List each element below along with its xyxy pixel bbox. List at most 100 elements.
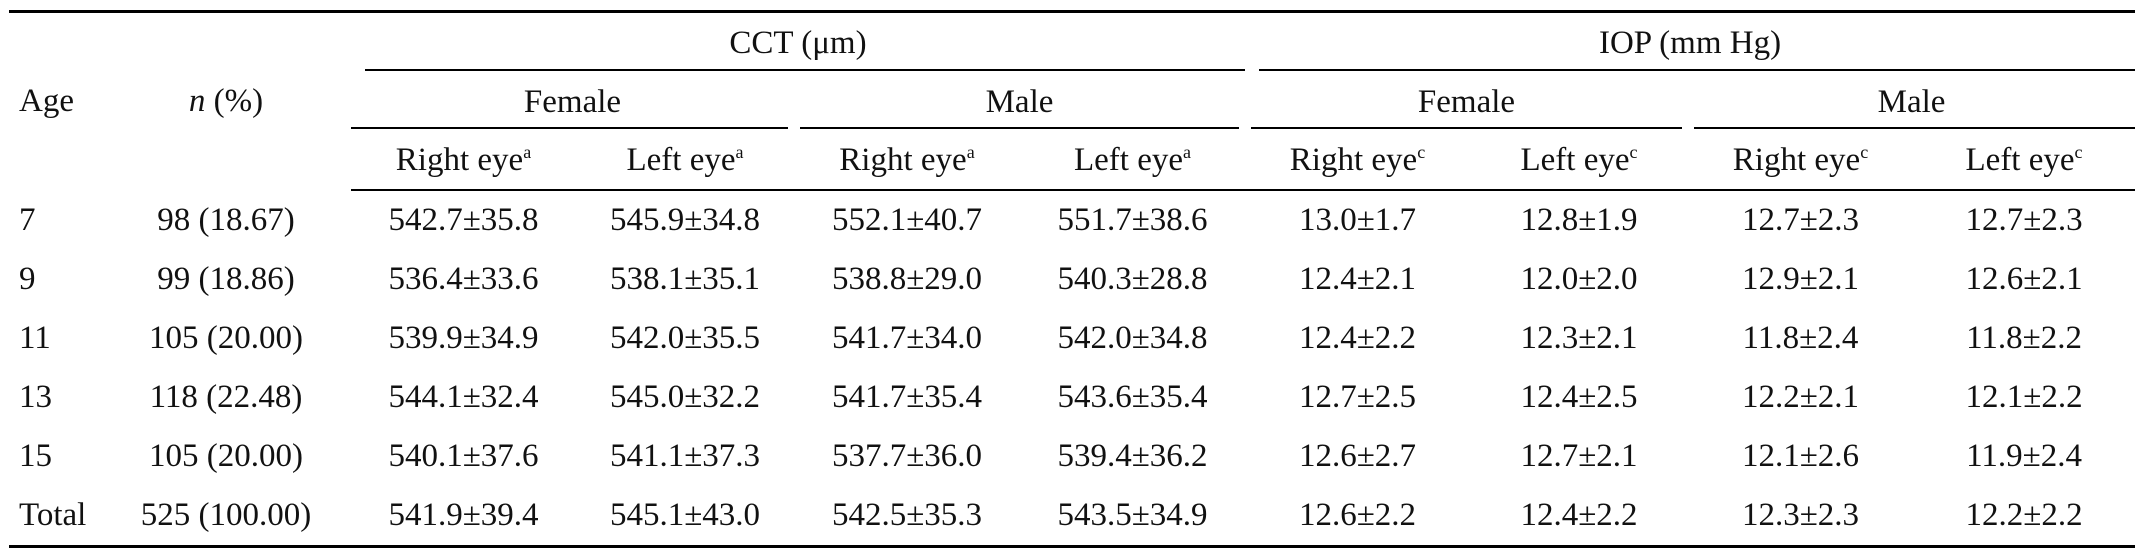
cct-female-right-cell: 542.7±35.8 — [388, 202, 539, 238]
iop-female-left-cell: 12.7±2.1 — [1520, 438, 1638, 474]
table-row-total: Total 525 (100.00) 541.9±39.4 545.1±43.0… — [9, 486, 2136, 548]
iop-female-left-cell: 12.3±2.1 — [1520, 320, 1638, 356]
cct-male-left-cell: 540.3±28.8 — [1057, 261, 1208, 297]
table-row: 7 98 (18.67) 542.7±35.8 545.9±34.8 552.1… — [9, 190, 2135, 250]
right-eye-label: Right eye — [1289, 141, 1418, 178]
header-row-groups: Age n (%) CCT (μm) IOP (mm Hg) — [9, 10, 2136, 190]
iop-male-left-cell: 11.8±2.2 — [1966, 320, 2082, 356]
table-header: Age n (%) CCT (μm) IOP (mm Hg) Female Ma… — [9, 10, 2136, 191]
header-row-sex: Female Male Female Male — [9, 73, 2136, 131]
female-label: Female — [1417, 83, 1516, 120]
iop-male-left-cell: 12.2±2.2 — [1913, 486, 2136, 548]
iop-male-left-cell: 12.7±2.3 — [1965, 202, 2083, 238]
cct-female-left-cell: 545.0±32.2 — [609, 379, 761, 415]
cct-female-left-cell: 545.9±34.8 — [609, 202, 761, 238]
footnote-c: c — [1417, 141, 1426, 162]
footnote-a: a — [523, 141, 532, 162]
age-header: Age — [9, 10, 101, 190]
iop-female-underline — [1251, 127, 1682, 129]
cct-female-left-cell: 542.0±35.5 — [609, 320, 761, 356]
age-cell: 15 — [19, 438, 52, 474]
left-eye-label: Left eye — [1073, 141, 1183, 178]
cct-group-header: CCT (μm) — [351, 10, 1245, 73]
header-row-eye: Right eyea Left eyea Right eyea Left eye… — [9, 131, 2136, 191]
iop-female-header: Female — [1245, 73, 1688, 131]
cct-male-left-cell: 543.5±34.9 — [1020, 486, 1245, 548]
left-eye-label: Left eye — [626, 141, 736, 178]
cct-label: CCT (μm) — [729, 24, 867, 61]
table-row: 11 105 (20.00) 539.9±34.9 542.0±35.5 541… — [9, 309, 2135, 368]
iop-male-header: Male — [1688, 73, 2136, 131]
table-row: 15 105 (20.00) 540.1±37.6 541.1±37.3 537… — [9, 427, 2135, 486]
cct-male-left-cell: 551.7±38.6 — [1057, 202, 1208, 238]
footnote-a: a — [1183, 141, 1191, 162]
cct-male-left-cell: 543.6±35.4 — [1057, 379, 1208, 415]
cct-male-right-cell: 552.1±40.7 — [831, 202, 983, 238]
cct-female-right-cell: 544.1±32.4 — [388, 379, 539, 415]
iop-female-left-eye-header: Left eyec — [1470, 131, 1688, 191]
cct-female-right-cell: 536.4±33.6 — [388, 261, 539, 297]
n-cell: 105 (20.00) — [149, 320, 303, 356]
n-cell: 118 (22.48) — [149, 379, 303, 415]
iop-female-left-cell: 12.4±2.2 — [1470, 486, 1688, 548]
cct-female-underline — [351, 127, 788, 129]
cct-female-left-eye-header: Left eyea — [576, 131, 794, 191]
iop-male-right-cell: 12.7±2.3 — [1741, 202, 1860, 238]
iop-male-left-cell: 12.1±2.2 — [1965, 379, 2083, 415]
cct-male-right-cell: 537.7±36.0 — [831, 438, 983, 474]
iop-female-left-cell: 12.8±1.9 — [1520, 202, 1638, 238]
iop-female-left-cell: 12.4±2.5 — [1520, 379, 1638, 415]
cct-male-right-cell: 538.8±29.0 — [831, 261, 983, 297]
iop-group-header: IOP (mm Hg) — [1245, 10, 2136, 73]
male-label: Male — [1877, 83, 1946, 120]
female-label: Female — [523, 83, 622, 120]
cct-iop-table: Age n (%) CCT (μm) IOP (mm Hg) Female Ma… — [9, 10, 2136, 548]
n-cell: 99 (18.86) — [157, 261, 295, 297]
cct-female-right-cell: 539.9±34.9 — [388, 320, 539, 356]
iop-male-right-cell: 11.8±2.4 — [1742, 320, 1859, 356]
cct-male-right-cell: 542.5±35.3 — [794, 486, 1020, 548]
n-cell: 105 (20.00) — [149, 438, 303, 474]
iop-female-right-cell: 12.6±2.2 — [1245, 486, 1470, 548]
left-eye-label: Left eye — [1965, 141, 2075, 178]
right-eye-label: Right eye — [1732, 141, 1861, 178]
right-eye-label: Right eye — [395, 141, 524, 178]
cct-female-right-eye-header: Right eyea — [351, 131, 576, 191]
table-row: 13 118 (22.48) 544.1±32.4 545.0±32.2 541… — [9, 368, 2135, 427]
iop-female-right-cell: 12.4±2.1 — [1298, 261, 1417, 297]
cct-male-left-cell: 542.0±34.8 — [1057, 320, 1208, 356]
data-table-container: Age n (%) CCT (μm) IOP (mm Hg) Female Ma… — [9, 10, 2136, 548]
iop-label: IOP (mm Hg) — [1598, 24, 1782, 61]
iop-male-right-cell: 12.2±2.1 — [1741, 379, 1860, 415]
percent-label: (%) — [205, 83, 264, 119]
cct-female-left-cell: 545.1±43.0 — [576, 486, 794, 548]
cct-female-right-cell: 541.9±39.4 — [351, 486, 576, 548]
cct-female-left-cell: 541.1±37.3 — [609, 438, 761, 474]
n-cell: 98 (18.67) — [157, 201, 295, 238]
footnote-a: a — [735, 141, 744, 162]
iop-male-left-cell: 12.6±2.1 — [1965, 261, 2083, 297]
n-cell: 525 (100.00) — [101, 486, 351, 548]
cct-male-right-cell: 541.7±34.0 — [831, 320, 983, 356]
cct-male-right-cell: 541.7±35.4 — [831, 379, 983, 415]
iop-female-right-cell: 13.0±1.7 — [1298, 202, 1417, 238]
table-row: 9 99 (18.86) 536.4±33.6 538.1±35.1 538.8… — [9, 250, 2135, 309]
iop-male-underline — [1694, 127, 2136, 129]
left-eye-label: Left eye — [1520, 141, 1630, 178]
iop-female-left-cell: 12.0±2.0 — [1520, 261, 1638, 297]
iop-female-right-cell: 12.7±2.5 — [1298, 379, 1417, 415]
iop-female-right-eye-header: Right eyec — [1245, 131, 1470, 191]
cct-female-left-cell: 538.1±35.1 — [609, 261, 761, 297]
age-cell: 7 — [19, 201, 36, 238]
cct-male-right-eye-header: Right eyea — [794, 131, 1020, 191]
iop-male-left-cell: 11.9±2.4 — [1966, 438, 2082, 474]
male-label: Male — [985, 83, 1054, 120]
n-percent-header: n (%) — [101, 10, 351, 190]
iop-male-left-eye-header: Left eyec — [1913, 131, 2136, 191]
age-cell: Total — [9, 486, 101, 548]
cct-underline — [365, 69, 1245, 71]
footnote-c: c — [1629, 141, 1638, 162]
cct-male-header: Male — [794, 73, 1245, 131]
footnote-a: a — [966, 141, 975, 162]
cct-male-left-eye-header: Left eyea — [1020, 131, 1245, 191]
